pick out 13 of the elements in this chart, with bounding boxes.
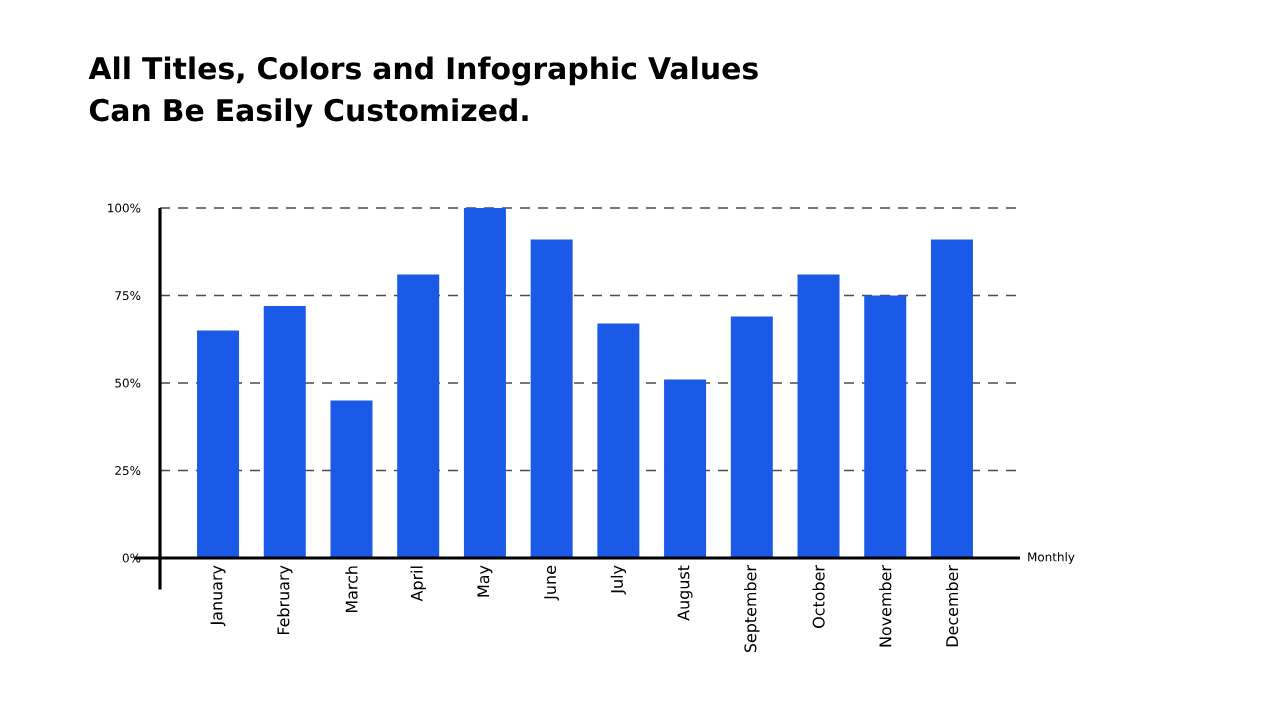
bar — [597, 323, 640, 558]
bar — [864, 295, 907, 558]
bar — [530, 239, 573, 558]
bar — [330, 400, 373, 558]
bar — [730, 316, 773, 558]
bar — [397, 274, 440, 558]
bar — [197, 330, 240, 558]
bar — [463, 207, 506, 558]
chart-title: All Titles, Colors and Infographic Values Can Be Easily Customized. — [88, 56, 758, 128]
bar — [930, 239, 973, 558]
bar — [263, 305, 306, 558]
bar — [797, 274, 840, 558]
bar — [664, 379, 707, 558]
